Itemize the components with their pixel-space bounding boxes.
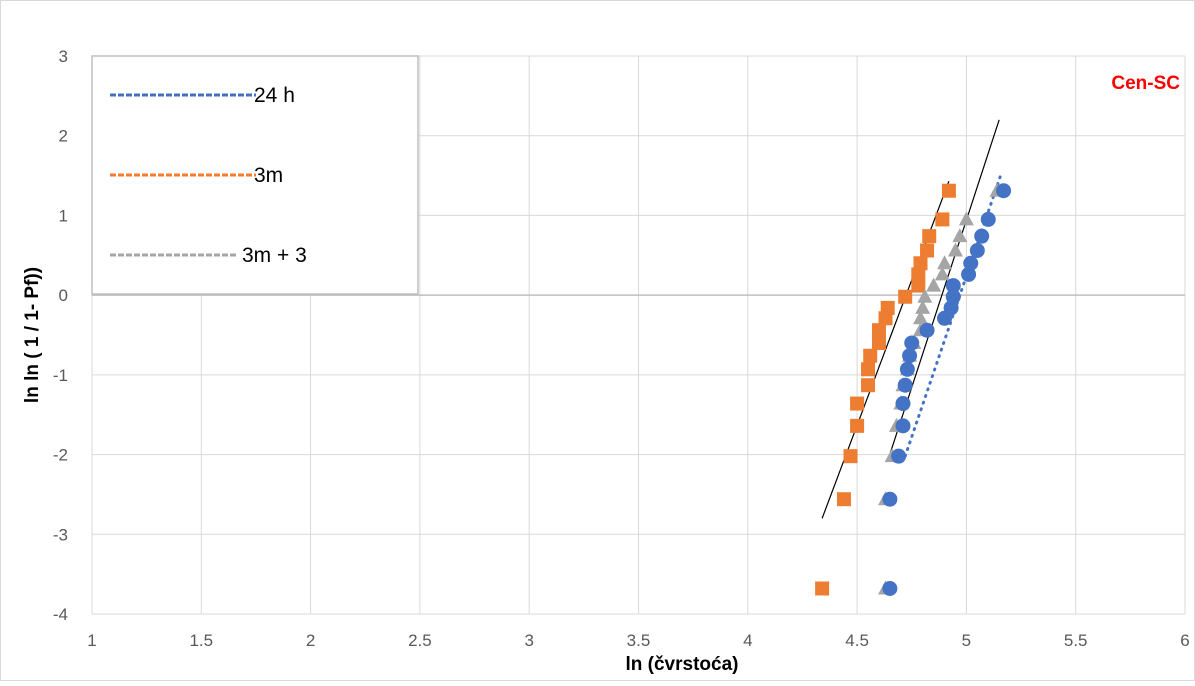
point-24h xyxy=(919,322,935,338)
legend-label: 24 h xyxy=(254,84,295,107)
point-3m-plus-3 xyxy=(934,266,950,281)
point-3m xyxy=(836,492,851,507)
point-3m xyxy=(871,323,886,338)
point-24h xyxy=(974,228,990,244)
point-24h xyxy=(902,348,918,364)
point-3m xyxy=(911,267,926,282)
y-tick-label: -1 xyxy=(53,366,68,385)
point-3m xyxy=(935,212,950,227)
point-3m xyxy=(922,229,937,244)
point-24h xyxy=(961,266,977,282)
point-3m-plus-3 xyxy=(926,277,942,292)
point-24h xyxy=(897,377,913,393)
point-3m xyxy=(911,278,926,293)
x-tick-label: 3 xyxy=(524,631,533,650)
point-3m-plus-3 xyxy=(912,310,928,325)
point-24h xyxy=(969,243,985,259)
data-points xyxy=(815,182,1012,596)
point-3m xyxy=(880,300,895,315)
point-24h xyxy=(980,211,996,227)
x-tick-label: 4 xyxy=(743,631,752,650)
y-tick-label: 0 xyxy=(59,286,68,305)
point-24h xyxy=(882,580,898,596)
point-24h xyxy=(899,361,915,377)
y-tick-label: -4 xyxy=(53,605,68,624)
point-3m xyxy=(898,289,913,304)
point-24h xyxy=(943,300,959,316)
legend-label: 3m xyxy=(254,164,283,187)
point-3m-plus-3 xyxy=(937,255,953,270)
x-tick-label: 2.5 xyxy=(408,631,432,650)
x-tick-label: 1 xyxy=(87,631,96,650)
point-24h xyxy=(895,396,911,412)
point-3m xyxy=(920,243,935,258)
point-3m xyxy=(861,362,876,377)
point-3m xyxy=(815,581,830,596)
x-axis-title: ln (čvrstoća) xyxy=(626,654,739,675)
point-3m xyxy=(850,396,865,411)
point-3m xyxy=(850,418,865,433)
y-tick-label: 3 xyxy=(59,47,68,66)
point-3m-plus-3 xyxy=(917,288,933,303)
point-24h xyxy=(891,448,907,464)
x-tick-label: 6 xyxy=(1180,631,1189,650)
y-axis-title: ln ln ( 1 / 1- Pf)) xyxy=(22,267,43,403)
y-tick-label: 1 xyxy=(59,206,68,225)
point-24h xyxy=(996,183,1012,199)
x-tick-label: 3.5 xyxy=(627,631,651,650)
point-24h xyxy=(882,491,898,507)
chart-annotation: Cen-SC xyxy=(1111,73,1180,94)
point-3m xyxy=(861,378,876,393)
point-3m-plus-3 xyxy=(952,228,968,243)
point-3m xyxy=(871,335,886,350)
point-3m-plus-3 xyxy=(915,299,931,314)
x-tick-label: 4.5 xyxy=(845,631,869,650)
point-3m xyxy=(941,183,956,198)
legend: 24 h 3m 3m + 3 xyxy=(91,55,419,295)
point-24h xyxy=(895,418,911,434)
x-tick-label: 1.5 xyxy=(189,631,213,650)
point-24h xyxy=(904,335,920,351)
y-tick-label: 2 xyxy=(59,127,68,146)
x-tick-label: 2 xyxy=(306,631,315,650)
x-tick-label: 5.5 xyxy=(1064,631,1088,650)
tick-labels: 1 1.5 2 2.5 3 3.5 4 4.5 5 5.5 6 3 2 1 0 -1 -2 -3 -4 xyxy=(53,47,1190,650)
point-24h xyxy=(945,289,961,305)
point-3m xyxy=(913,256,928,271)
y-tick-label: -2 xyxy=(53,446,68,465)
point-3m-plus-3 xyxy=(947,242,963,257)
x-tick-label: 5 xyxy=(962,631,971,650)
point-24h xyxy=(963,255,979,271)
y-tick-label: -3 xyxy=(53,525,68,544)
point-24h xyxy=(945,278,961,294)
point-3m xyxy=(863,348,878,363)
legend-label: 3m + 3 xyxy=(242,244,307,267)
point-3m xyxy=(843,449,858,464)
point-3m-plus-3 xyxy=(958,211,974,226)
